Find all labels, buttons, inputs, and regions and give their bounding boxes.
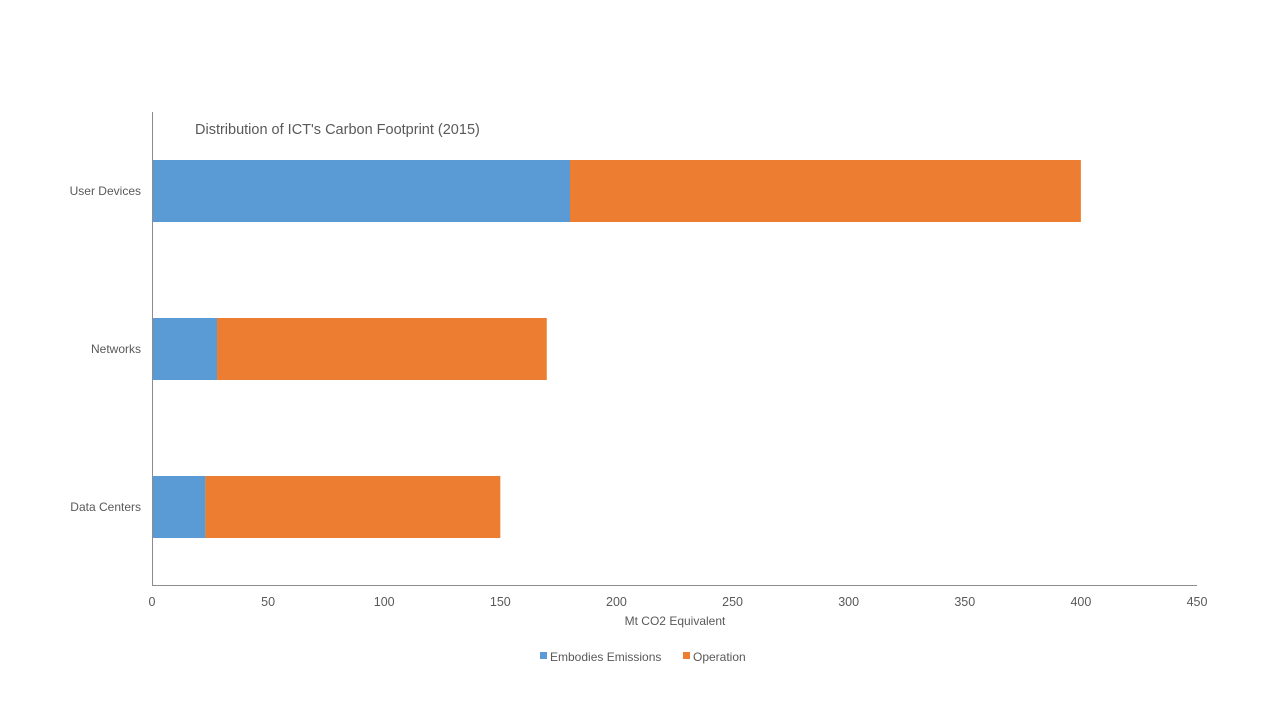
legend-label: Operation [693, 650, 746, 664]
bar-networks-operation [217, 318, 547, 380]
legend-swatch [540, 652, 547, 659]
legend-label: Embodies Emissions [550, 650, 661, 664]
x-axis-label: Mt CO2 Equivalent [625, 614, 726, 628]
bar-user-devices-operation [570, 160, 1081, 222]
x-tick-label: 300 [838, 595, 859, 609]
x-tick-label: 400 [1070, 595, 1091, 609]
y-category-label: Networks [91, 342, 141, 356]
x-tick-label: 100 [374, 595, 395, 609]
bar-data-centers-embodies-emissions [152, 476, 206, 538]
bar-networks-embodies-emissions [152, 318, 218, 380]
x-tick-label: 200 [606, 595, 627, 609]
x-tick-label: 0 [149, 595, 156, 609]
bar-data-centers-operation [205, 476, 501, 538]
x-tick-label: 150 [490, 595, 511, 609]
x-tick-label: 450 [1187, 595, 1208, 609]
chart-title: Distribution of ICT's Carbon Footprint (… [195, 122, 480, 138]
x-tick-label: 350 [954, 595, 975, 609]
x-tick-label: 250 [722, 595, 743, 609]
y-category-label: User Devices [70, 184, 141, 198]
bar-user-devices-embodies-emissions [152, 160, 570, 222]
legend-swatch [683, 652, 690, 659]
x-tick-label: 50 [261, 595, 275, 609]
y-category-label: Data Centers [70, 500, 141, 514]
